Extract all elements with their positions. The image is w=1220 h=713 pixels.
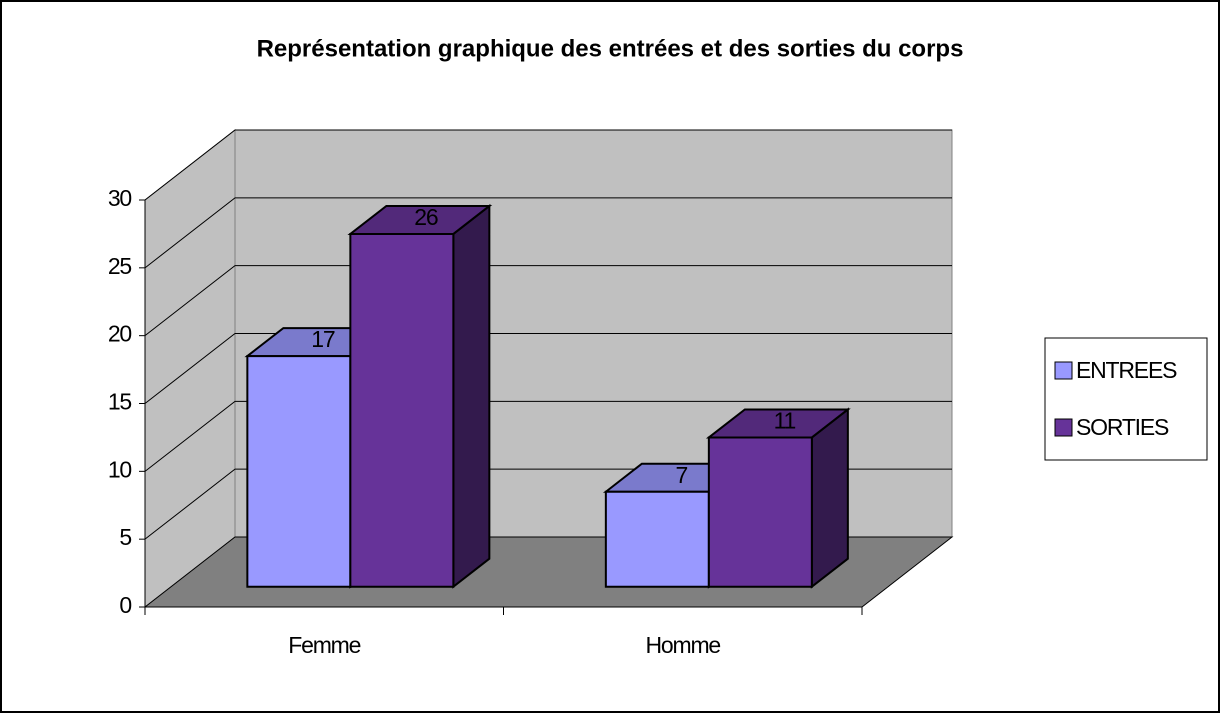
x-tick-label: Homme [645, 632, 720, 658]
data-label: 11 [774, 408, 796, 434]
bar-front [349, 232, 455, 588]
grid-line [144, 333, 952, 404]
grid-line [144, 129, 952, 201]
data-label: 7 [676, 462, 688, 488]
bar-front [604, 490, 710, 588]
y-tick-label: 20 [108, 321, 132, 347]
legend-swatch [1054, 418, 1073, 437]
x-tick-label: Femme [288, 632, 360, 658]
grid-line [144, 265, 952, 337]
bar-front [246, 355, 352, 588]
y-tick-label: 0 [119, 592, 131, 618]
grid-line [144, 400, 952, 472]
y-tick-label: 15 [108, 389, 132, 415]
bar [347, 203, 493, 589]
legend-swatch [1054, 361, 1073, 380]
legend-label: ENTREES [1076, 357, 1177, 383]
legend-box [1044, 337, 1208, 461]
legend-label: SORTIES [1076, 414, 1169, 440]
chart-title: Représentation graphique des entrées et … [257, 35, 964, 62]
grid-line [144, 197, 952, 269]
bar-front [707, 436, 813, 588]
data-label: 17 [311, 326, 335, 352]
bar-side [452, 203, 491, 589]
y-tick-label: 30 [108, 185, 132, 211]
y-tick-label: 10 [108, 456, 132, 482]
y-tick-label: 5 [119, 524, 131, 550]
bar-side [810, 407, 849, 589]
data-label: 26 [414, 204, 438, 230]
bar [705, 407, 851, 589]
y-tick-label: 25 [108, 253, 132, 279]
